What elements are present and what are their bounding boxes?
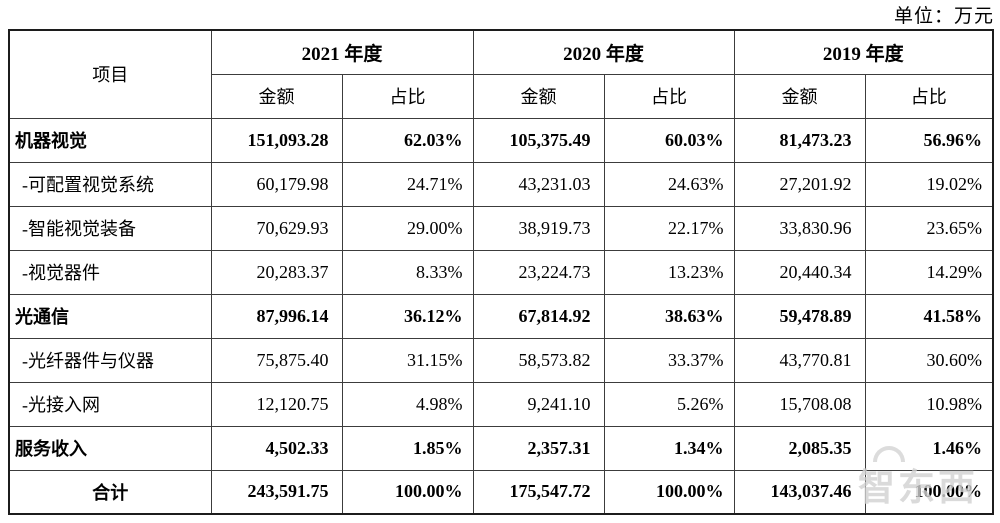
column-header-year-2019: 2019 年度 (733, 29, 994, 75)
amount-cell: 27,201.92 (733, 161, 866, 207)
ratio-cell: 1.46% (864, 425, 994, 471)
amount-cell: 38,919.73 (472, 205, 605, 251)
ratio-cell: 4.98% (341, 381, 474, 427)
table-header-row-years: 项目 2021 年度 2020 年度 2019 年度 (8, 29, 994, 119)
amount-cell: 2,085.35 (733, 425, 866, 471)
amount-cell: 58,573.82 (472, 337, 605, 383)
row-item-label: 机器视觉 (8, 117, 212, 163)
amount-cell: 105,375.49 (472, 117, 605, 163)
column-header-ratio-2020: 占比 (603, 73, 735, 119)
ratio-cell: 30.60% (864, 337, 994, 383)
ratio-cell: 19.02% (864, 161, 994, 207)
ratio-cell: 1.34% (603, 425, 735, 471)
ratio-cell: 31.15% (341, 337, 474, 383)
amount-cell: 33,830.96 (733, 205, 866, 251)
amount-cell: 12,120.75 (210, 381, 343, 427)
table-row: -光接入网 12,120.75 4.98% 9,241.10 5.26% 15,708.0… (8, 381, 994, 427)
column-header-amount-2020: 金额 (472, 73, 605, 119)
row-item-label: -智能视觉装备 (8, 205, 212, 251)
amount-cell: 43,231.03 (472, 161, 605, 207)
table-row: 机器视觉 151,093.28 62.03% 105,375.49 60.03% 81,4… (8, 117, 994, 163)
amount-cell: 59,478.89 (733, 293, 866, 339)
amount-cell: 20,440.34 (733, 249, 866, 295)
ratio-cell: 100.00% (603, 469, 735, 515)
amount-cell: 87,996.14 (210, 293, 343, 339)
table-row: 光通信 87,996.14 36.12% 67,814.92 38.63% 59,478.… (8, 293, 994, 339)
amount-cell: 151,093.28 (210, 117, 343, 163)
row-item-label: 合计 (8, 469, 212, 515)
ratio-cell: 10.98% (864, 381, 994, 427)
table-row: 服务收入 4,502.33 1.85% 2,357.31 1.34% 2,085.35 1.… (8, 425, 994, 471)
amount-cell: 15,708.08 (733, 381, 866, 427)
amount-cell: 43,770.81 (733, 337, 866, 383)
ratio-cell: 1.85% (341, 425, 474, 471)
amount-cell: 4,502.33 (210, 425, 343, 471)
amount-cell: 70,629.93 (210, 205, 343, 251)
ratio-cell: 100.00% (341, 469, 474, 515)
amount-cell: 20,283.37 (210, 249, 343, 295)
revenue-breakdown-table: 项目 2021 年度 2020 年度 2019 年度 金额 占比 金额 占比 金… (8, 29, 995, 515)
row-item-label: -视觉器件 (8, 249, 212, 295)
amount-cell: 81,473.23 (733, 117, 866, 163)
amount-cell: 75,875.40 (210, 337, 343, 383)
row-item-label: -光接入网 (8, 381, 212, 427)
table-body: 机器视觉 151,093.28 62.03% 105,375.49 60.03% 81,4… (8, 117, 994, 515)
ratio-cell: 5.26% (603, 381, 735, 427)
column-header-amount-2021: 金额 (210, 73, 343, 119)
ratio-cell: 62.03% (341, 117, 474, 163)
column-header-item: 项目 (8, 29, 212, 119)
row-item-label: -光纤器件与仪器 (8, 337, 212, 383)
amount-cell: 175,547.72 (472, 469, 605, 515)
ratio-cell: 100.00% (864, 469, 994, 515)
unit-label: 单位：万元 (893, 6, 994, 27)
table-row: -光纤器件与仪器 75,875.40 31.15% 58,573.82 33.37% 43… (8, 337, 994, 383)
ratio-cell: 8.33% (341, 249, 474, 295)
ratio-cell: 56.96% (864, 117, 994, 163)
column-header-year-2021: 2021 年度 (210, 29, 474, 75)
ratio-cell: 41.58% (864, 293, 994, 339)
ratio-cell: 60.03% (603, 117, 735, 163)
ratio-cell: 36.12% (341, 293, 474, 339)
amount-cell: 9,241.10 (472, 381, 605, 427)
row-item-label: -可配置视觉系统 (8, 161, 212, 207)
ratio-cell: 33.37% (603, 337, 735, 383)
column-header-ratio-2019: 占比 (864, 73, 994, 119)
amount-cell: 2,357.31 (472, 425, 605, 471)
ratio-cell: 29.00% (341, 205, 474, 251)
amount-cell: 67,814.92 (472, 293, 605, 339)
ratio-cell: 13.23% (603, 249, 735, 295)
ratio-cell: 24.71% (341, 161, 474, 207)
table-row: 合计 243,591.75 100.00% 175,547.72 100.00% 143,… (8, 469, 994, 515)
column-header-year-2020: 2020 年度 (472, 29, 735, 75)
amount-cell: 60,179.98 (210, 161, 343, 207)
row-item-label: 服务收入 (8, 425, 212, 471)
ratio-cell: 23.65% (864, 205, 994, 251)
amount-cell: 23,224.73 (472, 249, 605, 295)
amount-cell: 243,591.75 (210, 469, 343, 515)
table-header-row-metrics: 金额 占比 金额 占比 金额 占比 (9, 73, 994, 119)
table-row: -可配置视觉系统 60,179.98 24.71% 43,231.03 24.63% 27… (8, 161, 994, 207)
ratio-cell: 38.63% (603, 293, 735, 339)
ratio-cell: 14.29% (864, 249, 994, 295)
column-header-ratio-2021: 占比 (341, 73, 474, 119)
table-row: -视觉器件 20,283.37 8.33% 23,224.73 13.23% 20,440… (8, 249, 994, 295)
ratio-cell: 22.17% (603, 205, 735, 251)
table-row: -智能视觉装备 70,629.93 29.00% 38,919.73 22.17% 33,… (8, 205, 994, 251)
column-header-amount-2019: 金额 (733, 73, 866, 119)
ratio-cell: 24.63% (603, 161, 735, 207)
row-item-label: 光通信 (8, 293, 212, 339)
amount-cell: 143,037.46 (733, 469, 866, 515)
